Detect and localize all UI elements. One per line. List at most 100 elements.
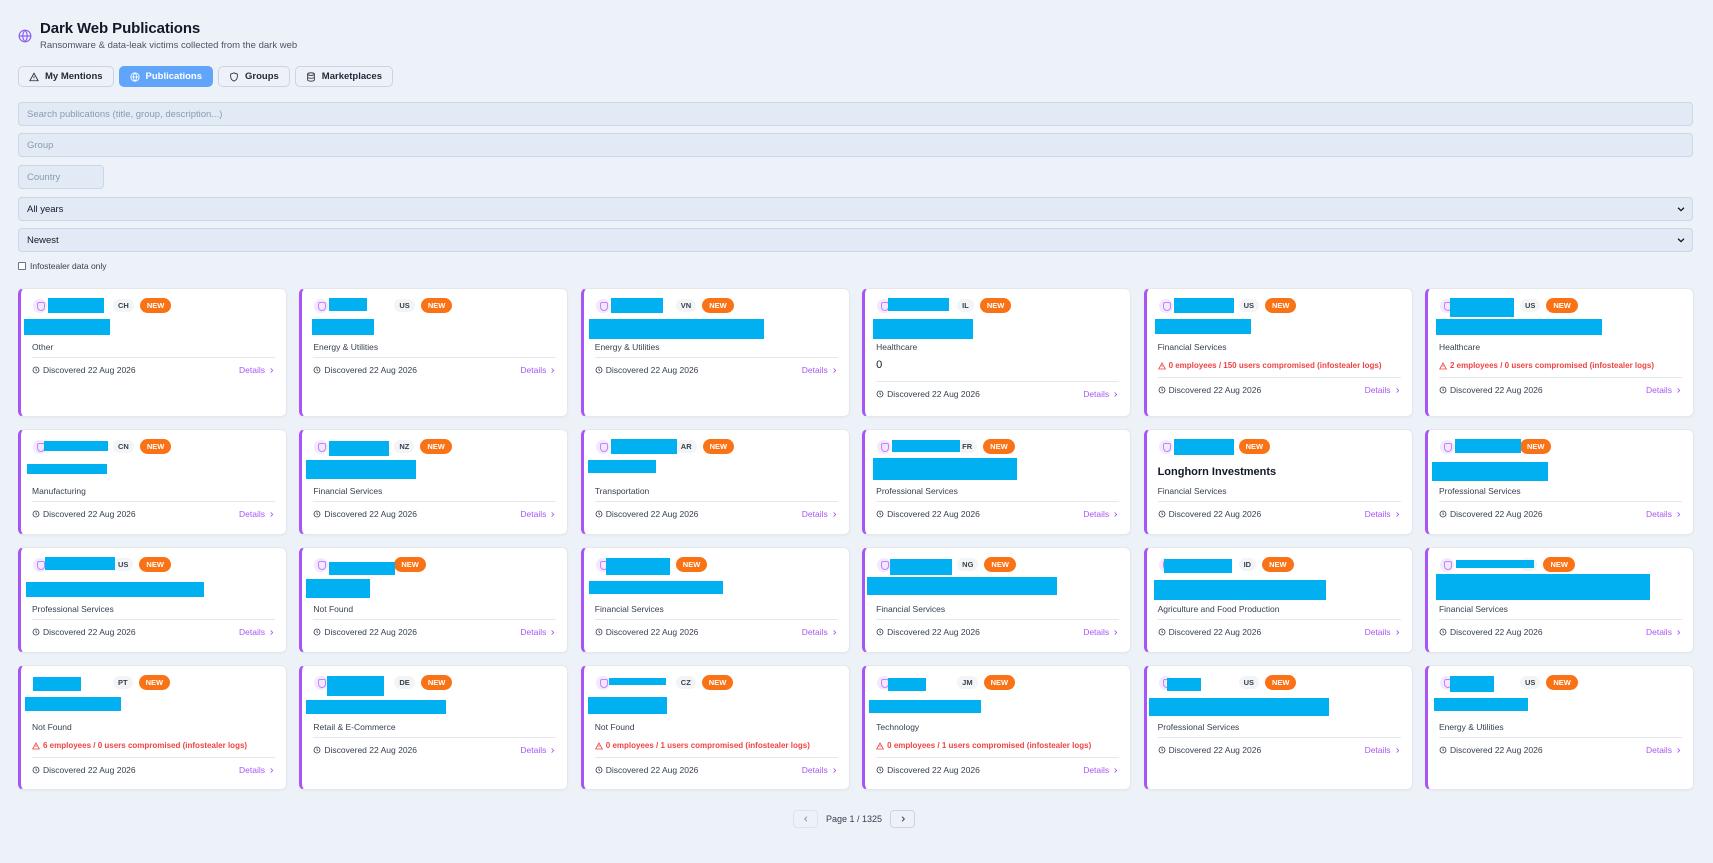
group-avatar-icon — [33, 298, 47, 313]
publication-card[interactable]: CH NEW Other Discovered 22 Aug 2026 Details — [18, 288, 287, 417]
details-link[interactable]: Details — [1365, 627, 1401, 637]
details-link[interactable]: Details — [1083, 389, 1119, 399]
infostealer-alert: 2 employees / 0 users compromised (infos… — [1438, 361, 1654, 370]
details-link[interactable]: Details — [1083, 765, 1119, 775]
card-divider — [1157, 737, 1401, 738]
redacted-block — [1153, 580, 1326, 600]
infostealer-checkbox[interactable] — [18, 262, 26, 270]
redacted-block — [306, 460, 417, 479]
publication-card[interactable]: IL NEW Healthcare 0 Discovered 22 Aug 2026 De… — [862, 288, 1132, 417]
country-badge: US — [394, 299, 415, 312]
publication-card[interactable]: JM NEW Technology 0 employees / 1 users com… — [862, 665, 1132, 790]
discovered-text: Discovered 22 Aug 2026 — [324, 365, 418, 375]
card-divider — [313, 619, 557, 620]
publication-card[interactable]: FR NEW Professional Services Discovered 22 … — [862, 429, 1132, 535]
country-badge: JM — [957, 676, 978, 689]
details-link[interactable]: Details — [239, 765, 275, 775]
sector-label: Professional Services — [876, 486, 958, 496]
new-badge: NEW — [984, 557, 1016, 572]
details-link[interactable]: Details — [520, 745, 556, 755]
details-link[interactable]: Details — [1646, 509, 1682, 519]
details-link[interactable]: Details — [1365, 745, 1401, 755]
publication-card[interactable]: PT NEW Not Found 6 employees / 0 users comp… — [18, 665, 287, 790]
tab-publications[interactable]: Publications — [118, 66, 214, 87]
discovered-text: Discovered 22 Aug 2026 — [1449, 385, 1543, 395]
details-link[interactable]: Details — [239, 627, 275, 637]
details-label: Details — [801, 765, 828, 775]
sector-label: Financial Services — [876, 604, 946, 614]
redacted-block — [33, 677, 81, 691]
publication-card[interactable]: NZ NEW Financial Services Discovered 22 Aug… — [299, 429, 569, 535]
publication-card[interactable]: US NEW Healthcare 2 employees / 0 users com… — [1424, 288, 1694, 417]
details-link[interactable]: Details — [1646, 745, 1682, 755]
redacted-block — [1166, 678, 1201, 691]
publication-card[interactable]: VN NEW Energy & Utilities Discovered 22 Aug… — [580, 288, 850, 417]
publication-card[interactable]: CZ NEW Not Found 0 employees / 1 users comp… — [580, 665, 850, 790]
card-footer: Discovered 22 Aug 2026 Details — [1439, 745, 1682, 755]
warning-icon — [29, 71, 39, 81]
details-link[interactable]: Details — [802, 765, 838, 775]
next-page-button[interactable] — [890, 810, 916, 828]
details-link[interactable]: Details — [520, 627, 556, 637]
details-link[interactable]: Details — [1646, 627, 1682, 637]
publication-card[interactable]: US NEW Professional Services Discovered 22 … — [18, 547, 287, 653]
details-link[interactable]: Details — [802, 627, 838, 637]
details-link[interactable]: Details — [1083, 627, 1119, 637]
tab-marketplaces[interactable]: Marketplaces — [294, 66, 393, 87]
card-footer: Discovered 22 Aug 2026 Details — [595, 627, 838, 637]
discovered-text: Discovered 22 Aug 2026 — [324, 627, 418, 637]
redacted-block — [888, 298, 950, 311]
details-link[interactable]: Details — [1646, 385, 1682, 395]
tab-groups[interactable]: Groups — [218, 66, 290, 87]
chevron-right-icon — [270, 367, 274, 373]
discovered-text: Discovered 22 Aug 2026 — [887, 389, 980, 399]
publication-card[interactable]: US NEW Energy & Utilities Discovered 22 Aug… — [299, 288, 569, 417]
tab-label: My Mentions — [45, 71, 103, 82]
publication-card[interactable]: NEW Not Found Discovered 22 Aug 2026 Detail… — [299, 547, 569, 653]
card-divider — [1157, 501, 1401, 502]
sector-label: Manufacturing — [32, 486, 86, 496]
publication-card[interactable]: ID NEW Agriculture and Food Production Disc… — [1143, 547, 1413, 653]
details-link[interactable]: Details — [1365, 509, 1401, 519]
card-footer: Discovered 22 Aug 2026 Details — [1158, 385, 1401, 395]
details-label: Details — [520, 365, 547, 375]
sort-select-value: Newest — [27, 234, 59, 246]
details-link[interactable]: Details — [1365, 385, 1401, 395]
discovered-text: Discovered 22 Aug 2026 — [1449, 745, 1543, 755]
infostealer-alert-text: 6 employees / 0 users compromised (infos… — [43, 741, 248, 750]
publication-card[interactable]: AR NEW Transportation Discovered 22 Aug 202… — [580, 429, 850, 535]
infostealer-filter[interactable]: Infostealer data only — [18, 261, 107, 271]
publication-card[interactable]: US NEW Energy & Utilities Discovered 22 Aug… — [1424, 665, 1694, 790]
publication-card[interactable]: NEW Financial Services Discovered 22 Aug 2… — [580, 547, 850, 653]
discovered-text: Discovered 22 Aug 2026 — [887, 765, 980, 775]
tab-my-mentions[interactable]: My Mentions — [18, 66, 114, 87]
publication-card[interactable]: US NEW Professional Services Discovered 22 … — [1143, 665, 1413, 790]
details-link[interactable]: Details — [520, 365, 556, 375]
publication-card[interactable]: US NEW Financial Services 0 employees / 150… — [1143, 288, 1413, 417]
details-link[interactable]: Details — [1083, 509, 1119, 519]
group-input[interactable]: Group — [18, 133, 1693, 157]
details-link[interactable]: Details — [802, 365, 838, 375]
publication-card[interactable]: NG NEW Financial Services Discovered 22 Aug… — [862, 547, 1132, 653]
card-divider — [313, 737, 557, 738]
year-select[interactable]: All years — [18, 197, 1693, 221]
prev-page-button[interactable] — [793, 810, 818, 828]
search-input[interactable]: Search publications (title, group, descr… — [18, 102, 1693, 126]
sort-select[interactable]: Newest — [18, 228, 1693, 252]
publication-card[interactable]: NEW Longhorn Investments Financial Service… — [1143, 429, 1413, 535]
details-link[interactable]: Details — [520, 509, 556, 519]
country-input[interactable]: Country — [18, 165, 104, 189]
redacted-block — [1435, 319, 1602, 335]
details-link[interactable]: Details — [802, 509, 838, 519]
discovered-text: Discovered 22 Aug 2026 — [43, 627, 136, 637]
publication-card[interactable]: DE NEW Retail & E-Commerce Discovered 22 Au… — [299, 665, 569, 790]
discovered-date: Discovered 22 Aug 2026 — [1158, 627, 1261, 637]
chevron-right-icon — [1114, 511, 1118, 517]
publication-card[interactable]: NEW Professional Services Discovered 22 Au… — [1424, 429, 1694, 535]
details-link[interactable]: Details — [239, 509, 275, 519]
country-badge: ID — [1238, 558, 1257, 571]
card-divider — [1157, 619, 1401, 620]
publication-card[interactable]: CN NEW Manufacturing Discovered 22 Aug 2026… — [18, 429, 287, 535]
details-link[interactable]: Details — [239, 365, 275, 375]
